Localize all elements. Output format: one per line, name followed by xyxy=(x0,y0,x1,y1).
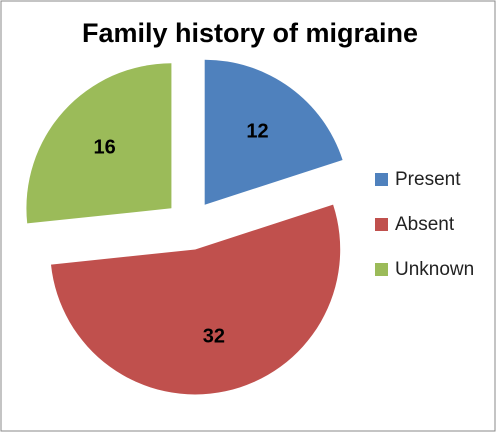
pie-slice xyxy=(50,204,341,395)
pie-slice xyxy=(26,63,172,224)
legend-swatch xyxy=(375,263,388,276)
data-label: 12 xyxy=(246,120,268,142)
legend-label: Absent xyxy=(395,214,455,235)
data-label: 16 xyxy=(93,136,115,158)
data-label: 32 xyxy=(203,326,225,348)
legend-swatch xyxy=(375,218,388,231)
legend-label: Present xyxy=(395,169,461,190)
legend-swatch xyxy=(375,173,388,186)
chart-title: Family history of migraine xyxy=(82,18,418,48)
legend-label: Unknown xyxy=(395,259,474,280)
pie-slice xyxy=(204,59,343,205)
